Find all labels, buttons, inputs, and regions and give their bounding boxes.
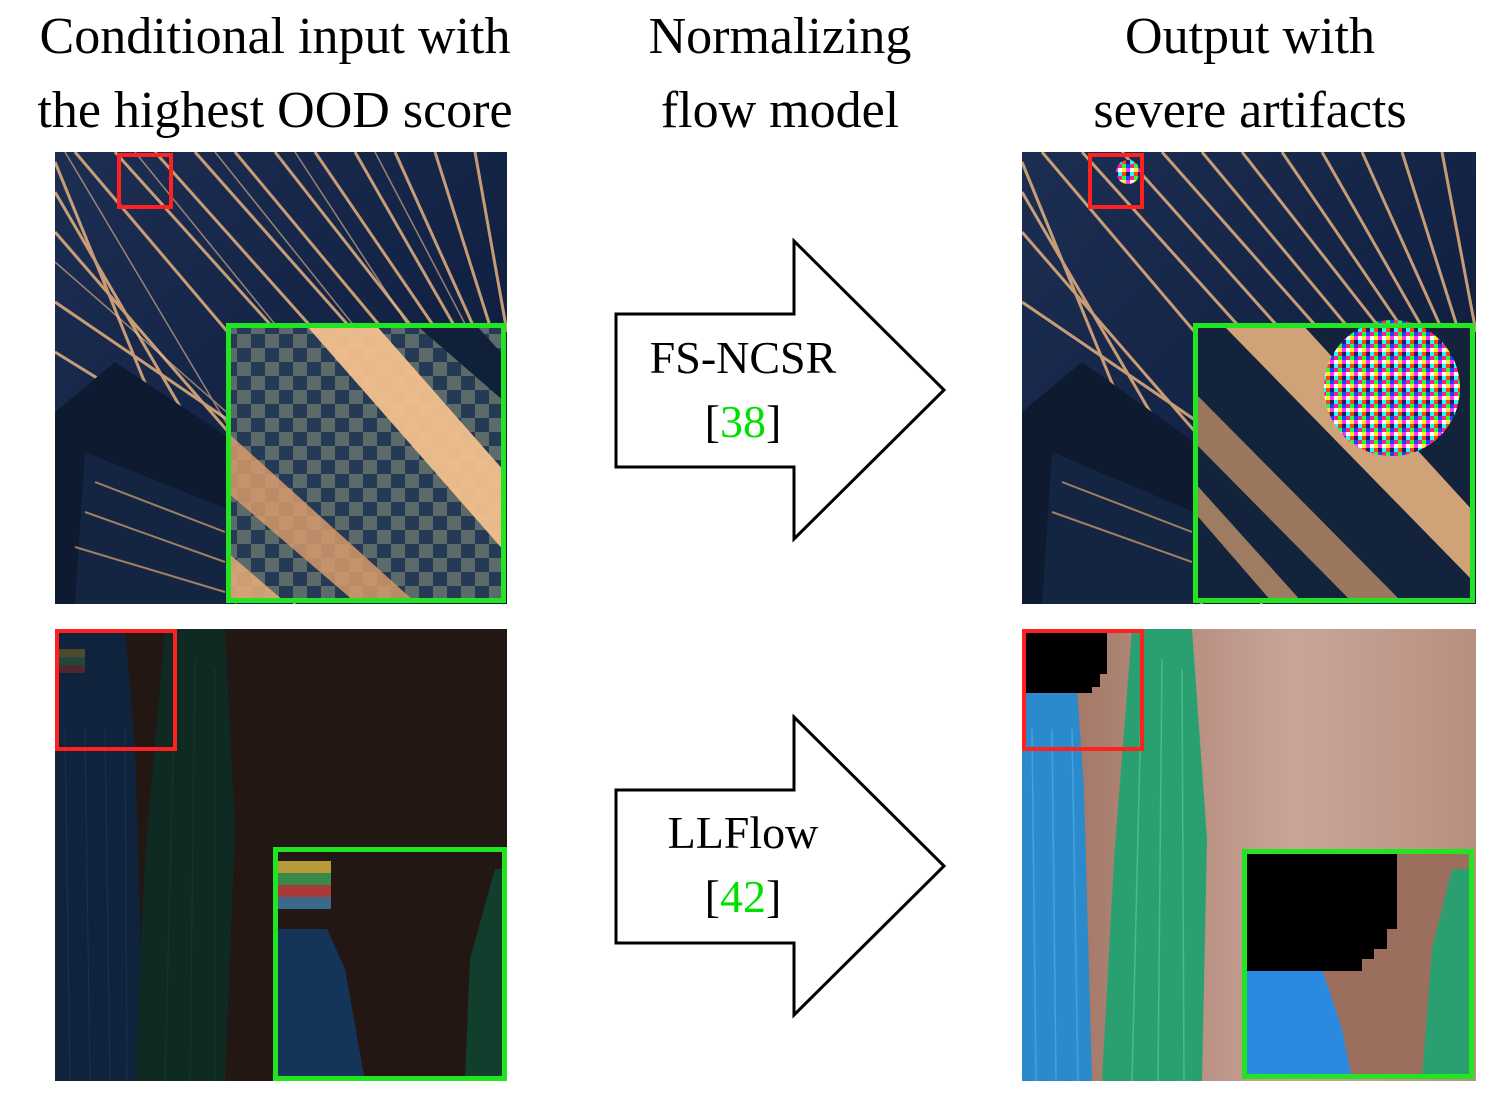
row1-citation-number: 38 <box>720 396 766 447</box>
row2-arrow-icon <box>614 714 947 1019</box>
header-middle-line2: flow model <box>660 82 900 139</box>
row1-model-label: FS-NCSR [38] <box>612 326 874 454</box>
header-left: Conditional input with the highest OOD s… <box>0 0 550 148</box>
row1-input-image <box>55 152 507 604</box>
header-left-line2: the highest OOD score <box>37 82 513 139</box>
row2-output-inset <box>1242 849 1474 1079</box>
row2-citation: [42] <box>704 871 782 922</box>
header-left-line1: Conditional input with <box>39 8 511 65</box>
row1-output-image <box>1022 152 1476 604</box>
row2-input-image <box>55 629 507 1081</box>
header-right-line2: severe artifacts <box>1093 82 1407 139</box>
row1-input-inset <box>226 323 506 603</box>
header-middle: Normalizing flow model <box>560 0 1000 148</box>
row2-input-inset <box>273 847 507 1081</box>
row2-model-name: LLFlow <box>667 807 819 858</box>
row1-output-inset <box>1193 320 1475 603</box>
row2-model-label: LLFlow [42] <box>612 801 874 929</box>
header-right-line1: Output with <box>1125 8 1375 65</box>
row1-arrow-icon <box>614 238 947 543</box>
row1-model-name: FS-NCSR <box>649 332 837 383</box>
row1-citation: [38] <box>704 396 782 447</box>
row2-citation-number: 42 <box>720 871 766 922</box>
header-right: Output with severe artifacts <box>1010 0 1490 148</box>
row2-output-image <box>1022 629 1476 1081</box>
header-middle-line1: Normalizing <box>648 8 912 65</box>
